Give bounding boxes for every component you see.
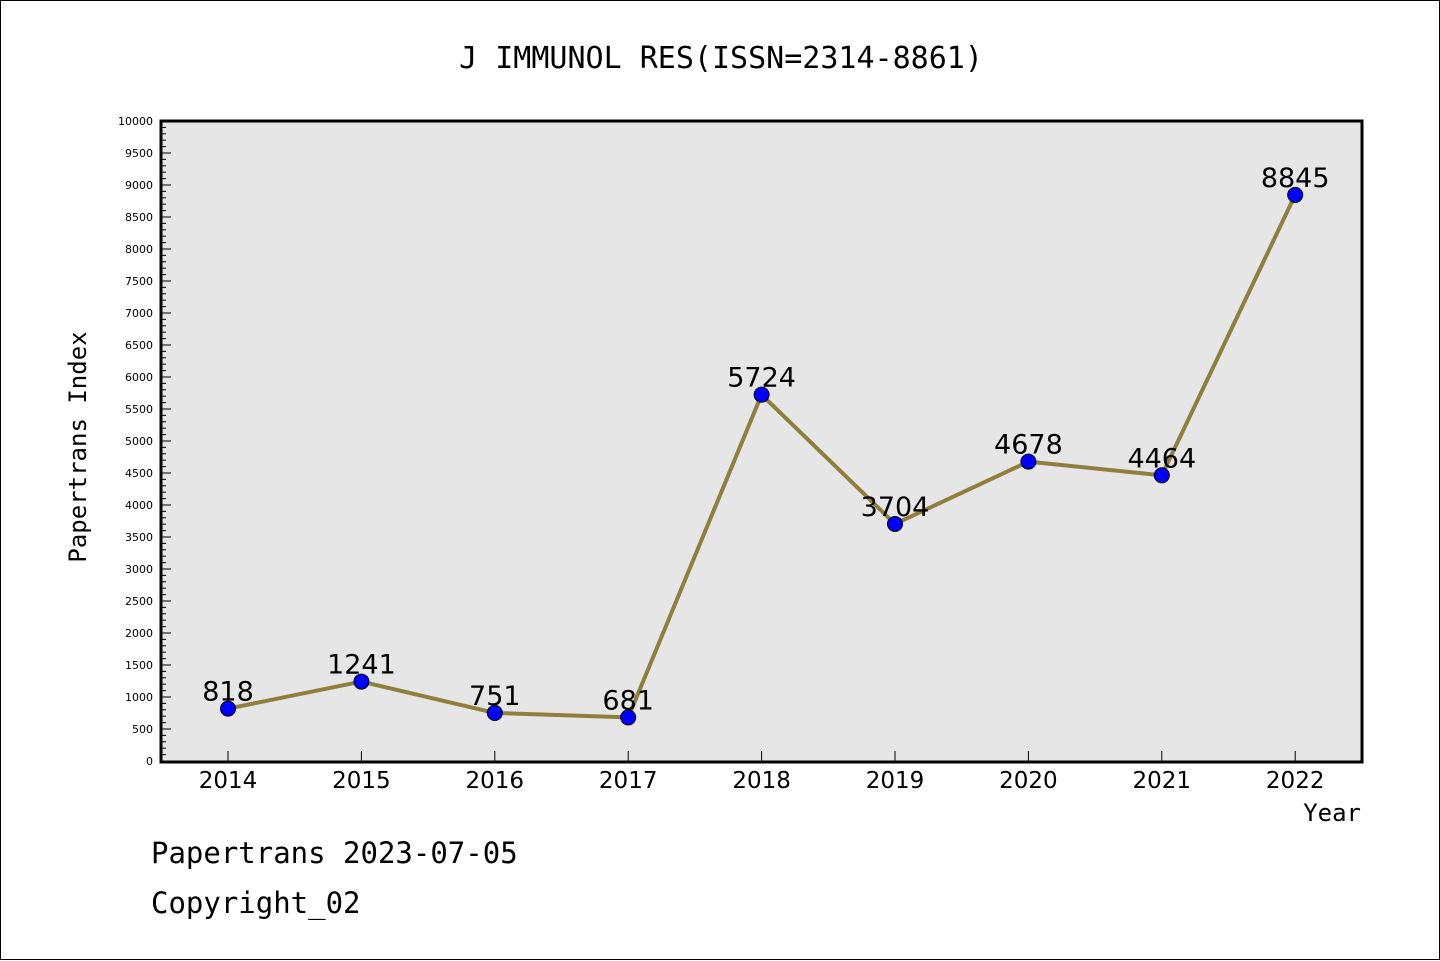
y-tick-label: 6500 bbox=[125, 339, 153, 352]
data-point bbox=[887, 515, 903, 532]
footer-date: Papertrans 2023-07-05 bbox=[151, 836, 518, 870]
data-point bbox=[620, 709, 637, 726]
data-labels: 818 1241 751 681 5724 3704 4678 4464 8845 bbox=[202, 163, 1329, 716]
data-label: 751 bbox=[469, 681, 521, 712]
y-tick-label: 3000 bbox=[125, 563, 153, 576]
data-label: 4464 bbox=[1127, 443, 1196, 474]
x-tick-label: 2014 bbox=[199, 768, 258, 794]
x-tick-label: 2021 bbox=[1133, 768, 1192, 794]
y-tick-label: 10000 bbox=[118, 115, 153, 128]
plot-area bbox=[159, 119, 1364, 764]
data-label: 1241 bbox=[327, 650, 396, 681]
data-label: 818 bbox=[202, 677, 254, 708]
x-tick-label: 2016 bbox=[466, 768, 525, 794]
y-tick-label: 1500 bbox=[125, 659, 153, 672]
y-tick-label: 7500 bbox=[125, 275, 153, 288]
y-tick-label: 2500 bbox=[125, 595, 153, 608]
x-axis-label: Year bbox=[1303, 799, 1361, 827]
y-tick-label: 4000 bbox=[125, 499, 153, 512]
y-tick-label: 8500 bbox=[125, 211, 153, 224]
y-tick-label: 6000 bbox=[125, 371, 153, 384]
y-tick-label: 0 bbox=[146, 755, 153, 768]
y-tick-label: 8000 bbox=[125, 243, 153, 256]
x-tick-label: 2015 bbox=[332, 768, 391, 794]
y-tick-label: 4500 bbox=[125, 467, 153, 480]
data-label: 5724 bbox=[727, 363, 796, 394]
data-point bbox=[753, 386, 770, 403]
y-tick-label: 1000 bbox=[125, 691, 153, 704]
y-axis-minor-ticks bbox=[161, 126, 166, 756]
y-axis-label: Papertrans Index bbox=[64, 331, 92, 562]
chart-title: J IMMUNOL RES(ISSN=2314-8861) bbox=[459, 41, 983, 76]
data-point bbox=[1287, 186, 1304, 203]
data-label: 3704 bbox=[861, 492, 930, 523]
data-point bbox=[220, 700, 236, 717]
y-tick-label: 9000 bbox=[125, 179, 153, 192]
data-label: 8845 bbox=[1261, 163, 1330, 194]
y-tick-label: 2000 bbox=[125, 627, 153, 640]
footer-copyright: Copyright_02 bbox=[151, 886, 361, 920]
data-label: 681 bbox=[602, 685, 654, 716]
y-tick-label: 9500 bbox=[125, 147, 153, 160]
y-tick-label: 5500 bbox=[125, 403, 153, 416]
data-point bbox=[486, 704, 503, 721]
data-point bbox=[1153, 467, 1170, 484]
x-tick-label: 2020 bbox=[999, 768, 1058, 794]
y-tick-label: 500 bbox=[132, 723, 153, 736]
x-tick-label: 2022 bbox=[1266, 768, 1325, 794]
y-axis: 0 500 1000 1500 2000 2500 3000 3500 4000 4500 5000… bbox=[118, 115, 171, 768]
x-tick-label: 2017 bbox=[599, 768, 658, 794]
data-point bbox=[353, 673, 370, 690]
y-tick-label: 5000 bbox=[125, 435, 153, 448]
x-tick-label: 2019 bbox=[866, 768, 925, 794]
x-axis: 2014 2015 2016 2017 2018 2019 2020 2021 2022 bbox=[199, 751, 1325, 794]
data-points bbox=[220, 186, 1304, 726]
data-label: 4678 bbox=[994, 430, 1063, 461]
y-tick-label: 3500 bbox=[125, 531, 153, 544]
data-point bbox=[1020, 453, 1037, 470]
y-tick-label: 7000 bbox=[125, 307, 153, 320]
x-tick-label: 2018 bbox=[732, 768, 791, 794]
